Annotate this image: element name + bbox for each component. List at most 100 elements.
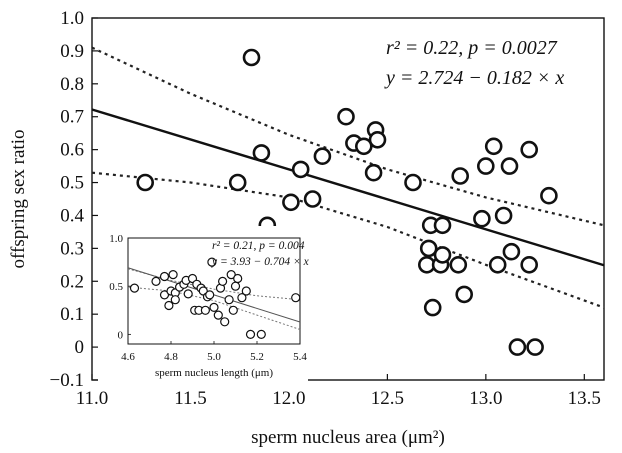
data-point [502, 242, 521, 261]
main-x-axis-label: sperm nucleus area (μm²) [251, 427, 445, 448]
x-tick-label: 5.0 [207, 351, 221, 363]
data-point [256, 329, 266, 339]
data-point [368, 131, 387, 149]
ci-upper-line [91, 46, 605, 227]
data-point [168, 270, 178, 280]
regression-line [91, 108, 605, 267]
x-tick-label: 13.0 [469, 388, 502, 409]
y-tick-label: 0.7 [60, 107, 84, 128]
ci-lower-line [91, 171, 605, 309]
data-point [354, 137, 373, 156]
data-point [364, 163, 383, 182]
data-point [159, 271, 170, 282]
data-point [484, 137, 503, 156]
x-tick-label: 4.8 [164, 351, 178, 363]
main-confidence-band [91, 46, 605, 309]
main-annotation-stats: r² = 0.22, p = 0.0027 [386, 37, 558, 59]
data-point [508, 338, 527, 356]
data-point [433, 216, 452, 235]
data-point [218, 276, 228, 286]
main-plot-frame [91, 17, 605, 381]
data-point [455, 285, 474, 304]
y-tick-label: 0.1 [60, 304, 84, 325]
y-tick-label: 1.0 [109, 233, 123, 245]
data-point [500, 157, 519, 175]
data-point [136, 173, 154, 192]
data-point [473, 209, 491, 228]
y-tick-label: 0 [118, 329, 124, 341]
data-point [451, 167, 470, 185]
main-data-points [136, 48, 558, 356]
x-tick-label: 12.5 [371, 388, 404, 409]
inset-data-points [129, 257, 301, 339]
y-tick-label: −0.1 [50, 370, 84, 391]
inset-annotation-equation: y = 3.93 − 0.704 × x [211, 256, 310, 268]
data-point [205, 290, 215, 300]
x-tick-label: 11.0 [76, 388, 109, 409]
data-point [228, 173, 247, 192]
inset-x-axis-label: sperm nucleus length (μm) [155, 367, 273, 379]
data-point [220, 317, 230, 327]
data-point [291, 293, 301, 303]
data-point [129, 283, 140, 293]
ci-lower-line [127, 286, 301, 330]
y-tick-label: 0.5 [60, 173, 84, 194]
data-point [476, 157, 495, 175]
data-point [540, 186, 558, 205]
data-point [419, 239, 438, 258]
data-point [245, 329, 256, 339]
data-point [520, 140, 539, 159]
main-plot: 11.0 11.5 12.0 12.5 13.0 13.5 −0.1 0 0.1 0.2 0.3 0.… [8, 8, 605, 448]
y-tick-label: 0.2 [60, 271, 84, 292]
data-point [494, 206, 513, 225]
main-annotation-equation: y = 2.724 − 0.182 × x [384, 67, 564, 89]
data-point [183, 289, 193, 299]
main-y-axis-label: offspring sex ratio [8, 130, 29, 269]
data-point [337, 107, 355, 126]
data-point [237, 293, 247, 303]
data-point [200, 305, 210, 315]
y-tick-label: 1.0 [60, 8, 84, 29]
data-point [242, 48, 261, 67]
y-tick-label: 0.8 [60, 74, 84, 95]
data-point [228, 305, 238, 315]
data-point [449, 255, 468, 274]
data-point [170, 295, 180, 305]
data-point [526, 338, 544, 356]
data-point [488, 255, 507, 274]
data-point [423, 298, 442, 317]
y-tick-label: 0.3 [60, 238, 84, 259]
y-tick-label: 0.6 [60, 140, 84, 161]
main-fit-line [91, 108, 605, 267]
data-point [224, 295, 234, 305]
x-tick-label: 11.5 [174, 388, 207, 409]
data-point [404, 173, 422, 192]
data-point [303, 190, 322, 208]
inset-annotation-stats: r² = 0.21, p = 0.004 [212, 240, 305, 252]
y-tick-label: 0.5 [109, 281, 123, 293]
data-point [433, 246, 452, 264]
y-tick-label: 0.9 [60, 41, 84, 62]
y-tick-label: 0 [75, 337, 85, 358]
data-point [282, 193, 300, 212]
x-tick-label: 5.2 [250, 351, 264, 363]
inset-plot: 4.6 4.8 5.0 5.2 5.4 0 0.5 1.0 r² = 0.21, p = 0.… [98, 226, 310, 388]
data-point [209, 302, 219, 312]
data-point [226, 270, 236, 280]
data-point [241, 286, 251, 296]
x-tick-label: 4.6 [121, 351, 135, 363]
main-axis-ticks: 11.0 11.5 12.0 12.5 13.0 13.5 −0.1 0 0.1 0.2 0.3 0.… [50, 8, 601, 409]
x-tick-label: 13.5 [568, 388, 601, 409]
data-point [230, 281, 241, 291]
inset-axis-ticks: 4.6 4.8 5.0 5.2 5.4 0 0.5 1.0 [109, 233, 307, 363]
data-point [252, 144, 271, 162]
data-point [213, 310, 223, 320]
data-point [233, 273, 243, 284]
x-tick-label: 5.4 [293, 351, 307, 363]
data-point [159, 290, 170, 300]
data-point [520, 255, 539, 274]
data-point [151, 276, 161, 286]
data-point [313, 147, 332, 165]
y-tick-label: 0.4 [60, 205, 84, 226]
